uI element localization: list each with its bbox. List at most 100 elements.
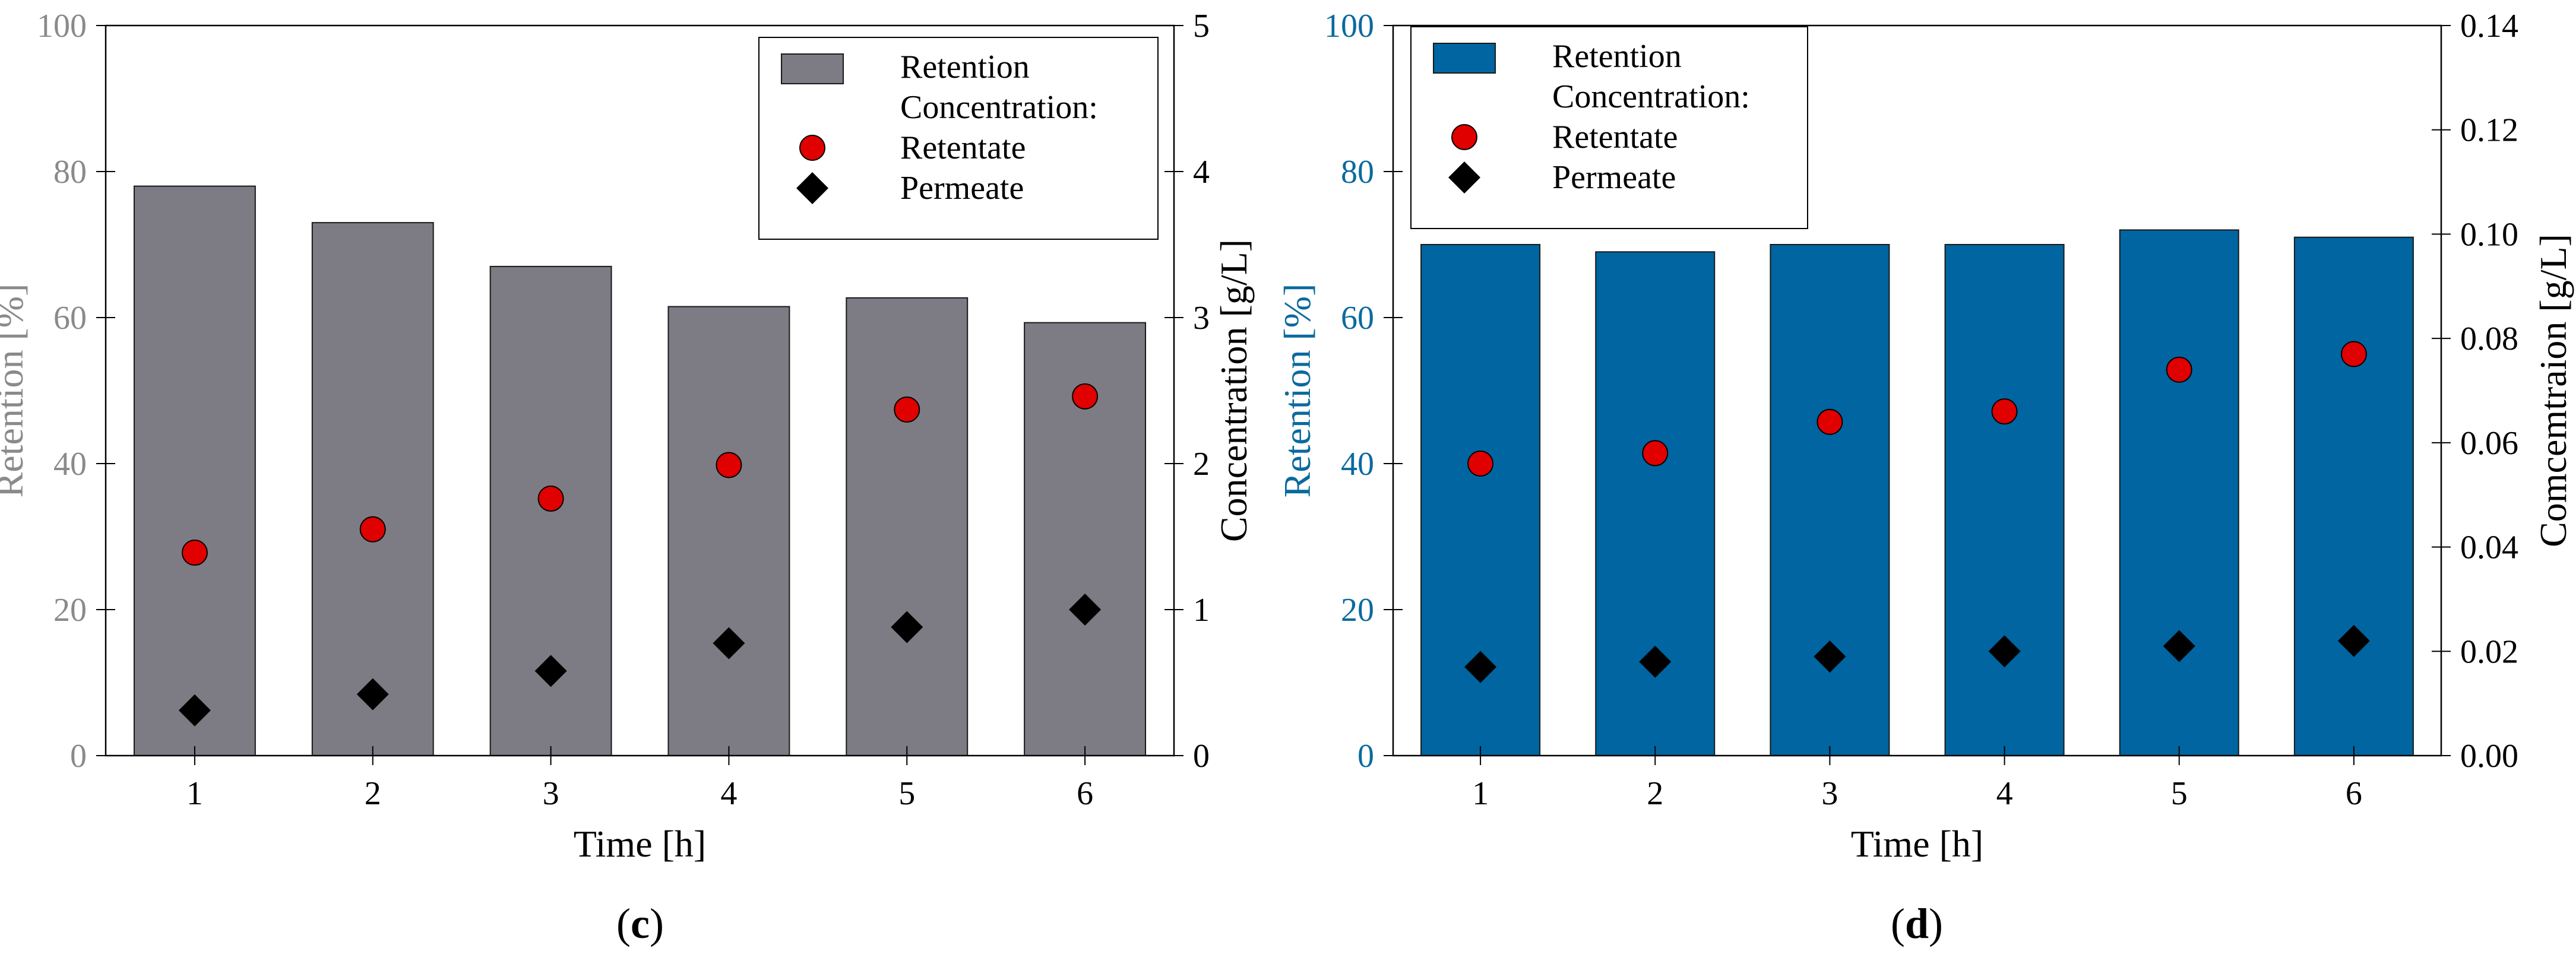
bar-4 [667, 306, 790, 756]
retentate-point-5 [894, 396, 920, 423]
y-tick-label-right: 2 [1193, 446, 1210, 483]
y-tick-label-left: 80 [1341, 154, 1374, 191]
x-tick-label: 1 [186, 775, 203, 812]
panel-label: (d) [1891, 900, 1943, 947]
panel-label-open-paren: ( [1891, 900, 1905, 947]
y-tick-label-left: 60 [1341, 300, 1374, 337]
panel-label-close-paren: ) [1929, 900, 1943, 947]
permeate-point-5 [891, 611, 923, 643]
panel-label: (c) [616, 900, 664, 947]
legend-swatch-retention [1433, 43, 1496, 74]
retentate-point-5 [2166, 356, 2192, 383]
y-tick-label-left: 40 [1341, 446, 1374, 483]
legend-marker-retentate [1451, 124, 1477, 150]
plot-frame [1392, 24, 2442, 757]
retentate-point-1 [181, 540, 208, 566]
legend-label-permeate: Permeate [1552, 159, 1676, 196]
y-tick-label-right: 0.04 [2460, 529, 2518, 566]
permeate-point-1 [1464, 651, 1497, 683]
permeate-point-3 [1814, 640, 1846, 673]
permeate-point-1 [178, 694, 211, 727]
x-tick-label: 6 [1077, 775, 1093, 812]
y-tick-label-right: 0 [1193, 738, 1210, 775]
legend-label-retentate: Retentate [900, 129, 1026, 166]
y-tick-label-right: 0.02 [2460, 633, 2518, 670]
panel-label-letter: d [1905, 900, 1929, 947]
bar-2 [1595, 251, 1716, 756]
y-tick-label-right: 4 [1193, 154, 1210, 191]
retentate-point-1 [1467, 451, 1494, 477]
chart-panel-d: 0 20 40 60 80 100 0.00 0.02 0.04 0.06 0.08 0.10 0.12… [1276, 8, 2574, 947]
legend-label-permeate: Permeate [900, 170, 1024, 207]
y-tick-label-right: 1 [1193, 592, 1210, 629]
legend-label-retention: Retention [900, 49, 1030, 85]
x-tick-label: 4 [1996, 775, 2013, 812]
bar-2 [311, 222, 434, 757]
x-tick-label: 6 [2346, 775, 2362, 812]
legend-label-concentration: Concentration: [900, 89, 1098, 126]
y-axis-label-right: Concentration [g/L] [1213, 239, 1255, 542]
bar-5 [846, 297, 969, 757]
x-tick-label: 3 [543, 775, 559, 812]
retentate-point-3 [537, 486, 564, 512]
legend-marker-permeate [1448, 161, 1480, 194]
panel-label-letter: c [631, 900, 650, 947]
y-tick-label-right: 0.14 [2460, 8, 2518, 45]
panel-label-close-paren: ) [650, 900, 664, 947]
x-tick-label: 1 [1472, 775, 1489, 812]
y-tick-label-left: 20 [1341, 592, 1374, 629]
y-tick-label-right: 0.12 [2460, 112, 2518, 149]
x-tick-label: 2 [1647, 775, 1663, 812]
y-axis-label-left: Retention [%] [1276, 284, 1318, 498]
legend-label-retention: Retention [1552, 38, 1682, 75]
retentate-point-4 [716, 452, 742, 478]
permeate-point-6 [2337, 624, 2370, 657]
permeate-point-5 [2163, 630, 2195, 662]
y-tick-label-left: 0 [1357, 738, 1374, 775]
x-tick-label: 3 [1821, 775, 1838, 812]
legend-label-concentration: Concentration: [1552, 78, 1750, 115]
bar-4 [1944, 244, 2065, 756]
y-tick-label-left: 100 [37, 8, 87, 45]
retentate-point-6 [2340, 341, 2367, 367]
y-axis-label-left: Retention [%] [0, 284, 31, 498]
bar-6 [2293, 236, 2414, 756]
y-tick-label-left: 60 [53, 300, 87, 337]
chart-panel-c: 0 20 40 60 80 100 0 1 2 3 4 5 1 2 3 4 5 6 Time [h] Retentio… [0, 8, 1255, 947]
x-tick-label: 5 [898, 775, 915, 812]
legend-marker-retentate [799, 135, 825, 161]
permeate-point-4 [1988, 635, 2021, 668]
y-tick-label-left: 40 [53, 446, 87, 483]
x-axis-label: Time [h] [1851, 823, 1983, 865]
permeate-point-2 [1639, 645, 1672, 678]
panel-label-open-paren: ( [616, 900, 631, 947]
y-tick-label-right: 0.08 [2460, 321, 2518, 357]
x-tick-label: 4 [720, 775, 737, 812]
permeate-point-4 [713, 627, 745, 659]
y-tick-label-left: 20 [53, 592, 87, 629]
retentate-point-2 [1642, 440, 1669, 467]
y-tick-label-left: 100 [1324, 8, 1374, 45]
y-tick-label-right: 3 [1193, 300, 1210, 337]
y-tick-label-left: 80 [53, 154, 87, 191]
y-tick-label-right: 0.06 [2460, 425, 2518, 462]
permeate-point-6 [1069, 594, 1102, 626]
plot-frame [105, 24, 1175, 757]
permeate-point-2 [356, 678, 389, 711]
bar-1 [133, 185, 256, 757]
legend: Retention Concentration:Retentate Permeate [758, 37, 1159, 240]
y-tick-label-left: 0 [70, 738, 87, 775]
permeate-point-3 [534, 655, 567, 687]
legend-swatch-retention [781, 53, 844, 84]
retentate-point-4 [1991, 398, 2018, 425]
x-axis-label: Time [h] [574, 823, 706, 865]
retentate-point-3 [1817, 408, 1843, 435]
bar-5 [2119, 229, 2239, 756]
x-tick-label: 5 [2171, 775, 2188, 812]
x-tick-label: 2 [365, 775, 381, 812]
y-tick-label-right: 5 [1193, 8, 1210, 45]
bar-3 [1770, 244, 1890, 756]
y-tick-label-right: 0.10 [2460, 216, 2518, 253]
